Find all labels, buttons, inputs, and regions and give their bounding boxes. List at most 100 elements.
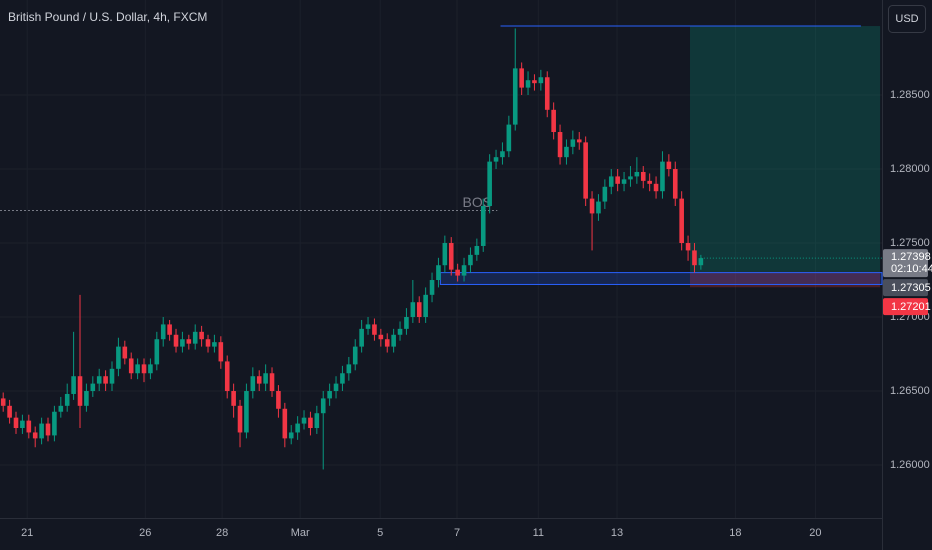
candle-body — [212, 342, 217, 347]
x-tick-label: 7 — [454, 527, 460, 539]
candle-body — [128, 358, 134, 374]
candle-body — [653, 183, 659, 192]
candle-body — [378, 334, 384, 340]
candle-body — [666, 161, 672, 170]
candle-body — [173, 334, 179, 347]
candle-body — [397, 328, 403, 335]
candle-body — [660, 161, 665, 192]
candle-body — [551, 109, 556, 133]
candle-body — [480, 206, 486, 246]
stop-price-tag — [883, 298, 928, 316]
candle-body — [32, 432, 38, 439]
candle-body — [224, 361, 230, 392]
candle-body — [295, 423, 300, 433]
candle-body — [596, 201, 601, 214]
stop-price-label: 1.27201 — [891, 301, 931, 313]
candle-body — [570, 139, 576, 147]
candle-body — [205, 339, 211, 347]
candle-body — [64, 393, 70, 406]
candle-body — [423, 294, 428, 318]
candle-body — [512, 68, 518, 125]
x-tick-label: 28 — [216, 527, 228, 539]
candle-body — [160, 324, 166, 340]
candle-body — [244, 391, 249, 433]
candle-body — [615, 176, 620, 184]
currency-button[interactable] — [888, 5, 926, 33]
candle-body — [672, 169, 678, 199]
candle-body — [448, 243, 454, 270]
candle-body — [352, 346, 358, 365]
candle-body — [679, 198, 684, 244]
stop-zone — [689, 271, 881, 288]
candle-body — [621, 179, 627, 184]
candle-body — [346, 364, 352, 374]
grid — [0, 0, 882, 518]
candle-body — [493, 157, 499, 162]
x-tick-label: Mar — [291, 527, 310, 539]
candle-body — [282, 408, 288, 439]
entry-price-label: 1.27305 — [891, 282, 931, 294]
candle-body — [180, 339, 185, 347]
x-tick-label: 11 — [533, 527, 544, 539]
candle-body — [186, 339, 192, 344]
candle-body — [276, 391, 281, 409]
candle-body — [90, 383, 96, 392]
candle-body — [640, 171, 646, 181]
candle-body — [314, 413, 320, 429]
candle-body — [461, 265, 467, 276]
x-tick-label: 20 — [809, 527, 821, 539]
candle-body — [141, 364, 147, 374]
candle-body — [192, 331, 198, 344]
candle-body — [288, 432, 294, 439]
candle-body — [327, 391, 332, 399]
candle-body — [7, 405, 12, 418]
candle-body — [506, 124, 512, 152]
candle-body — [333, 383, 339, 392]
candle-body — [647, 180, 652, 184]
candle-body — [308, 417, 313, 429]
candle-body — [301, 417, 307, 424]
candle-body — [199, 331, 204, 340]
candle-body — [122, 346, 128, 359]
y-tick-label: 1.27500 — [890, 237, 930, 249]
candle-body — [429, 280, 435, 295]
x-tick-label: 18 — [729, 527, 741, 539]
currency-label[interactable]: USD — [895, 13, 918, 25]
candle-body — [474, 245, 480, 255]
y-tick-label: 1.26000 — [890, 459, 930, 471]
candle-body — [487, 161, 492, 207]
candle-body — [692, 250, 697, 266]
target-zone — [689, 26, 881, 272]
candle-body — [532, 80, 537, 84]
candle-body — [685, 243, 691, 251]
candle-body — [544, 77, 550, 110]
candle-body — [455, 269, 460, 276]
y-tick-label: 1.28000 — [890, 163, 930, 175]
candle-body — [608, 176, 614, 187]
candle-body — [320, 398, 326, 414]
candle-body — [231, 391, 236, 406]
candle-body — [589, 198, 595, 214]
plot: BOS — [0, 25, 883, 470]
candle-body — [84, 391, 89, 406]
candle-body — [52, 411, 57, 436]
candle-body — [576, 139, 582, 143]
candle-body — [634, 171, 640, 177]
candle-body — [410, 302, 416, 318]
y-tick-label: 1.26500 — [890, 385, 930, 397]
candle-body — [442, 243, 448, 266]
candle-body — [250, 376, 256, 392]
chart-title: British Pound / U.S. Dollar, 4h, FXCM — [8, 10, 207, 24]
candle-body — [436, 265, 441, 281]
candle-body — [103, 376, 108, 384]
candle-body — [269, 373, 275, 392]
candle-body — [372, 324, 377, 335]
candle-body — [45, 423, 51, 436]
candle-body — [39, 423, 44, 439]
x-tick-label: 21 — [21, 527, 33, 539]
candle-body — [365, 324, 371, 329]
candle-body — [109, 368, 115, 384]
candle-body — [340, 373, 345, 384]
candle-body — [391, 334, 396, 347]
candle-body — [77, 376, 83, 406]
